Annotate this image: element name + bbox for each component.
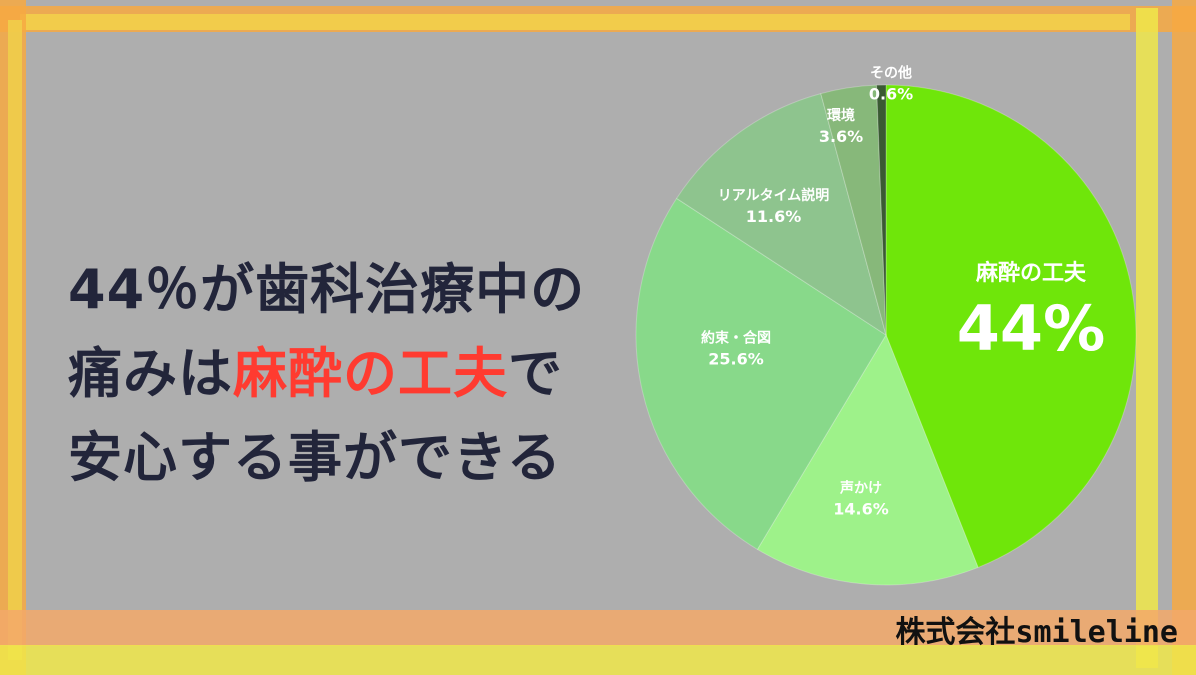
headline-line-2-start: 痛みは [68,342,233,405]
slice-label-environment: 環境 [827,107,855,124]
frame-bottom-orange [0,610,1196,646]
pie-slice-promise-signal [635,197,887,551]
slice-value-realtime-explanation: 11.6% [746,207,802,226]
company-name: 株式会社smileline [895,615,1178,650]
frame-right-orange [1172,0,1196,675]
pie-slice-voice [756,333,979,586]
slice-label-voice: 声かけ [839,480,882,497]
slice-label-realtime-explanation: リアルタイム説明 [718,187,830,204]
headline-highlight: 麻酔の工夫 [233,342,508,405]
slice-label-promise-signal: 約束・合図 [701,330,771,347]
headline-line-3: 安心する事ができる [68,426,562,489]
headline-line-2: 痛みは麻酔の工夫で [68,332,628,416]
slice-label-anesthesia: 麻酔の工夫 [975,260,1087,286]
slice-value-voice: 14.6% [833,500,889,519]
headline-line-1: 44％が歯科治療中の [68,258,586,321]
pie-slice-realtime-explanation [675,93,887,337]
headline-line-2-end: で [508,342,563,405]
frame-top-yellow [20,14,1130,30]
slice-value-other: 0.6% [869,85,913,104]
slice-value-promise-signal: 25.6% [708,350,764,369]
frame-left-yellow [8,20,22,660]
slice-value-environment: 3.6% [819,127,863,146]
slice-label-other: その他 [870,65,912,82]
headline: 44％が歯科治療中の 痛みは麻酔の工夫で 安心する事ができる [68,248,628,500]
slice-value-anesthesia: 44% [957,292,1105,365]
pie-slice-other [876,84,887,336]
frame-bottom-yellow [0,645,1196,675]
pie-slice-anesthesia [885,84,1137,569]
frame-right-yellow [1136,8,1158,668]
pie-slice-environment [820,84,887,336]
